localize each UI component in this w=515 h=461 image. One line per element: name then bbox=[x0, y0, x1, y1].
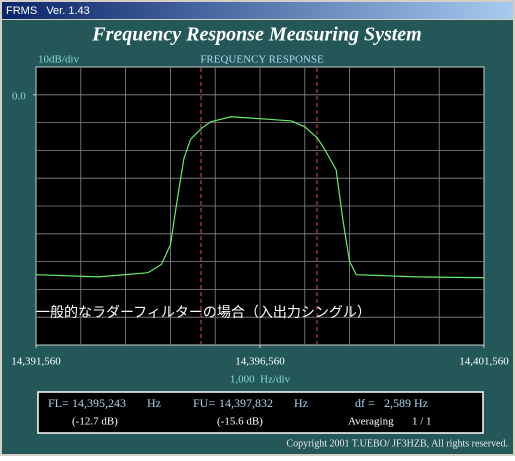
averaging-value: 1 / 1 bbox=[412, 416, 432, 428]
fu-prefix: FU= bbox=[193, 396, 215, 410]
y-scale-label: 10dB/div bbox=[38, 54, 79, 66]
fu-unit: Hz bbox=[294, 396, 308, 410]
x-tick-label: 14,401,560 bbox=[459, 356, 509, 368]
fl-level: (-12.7 dB) bbox=[72, 416, 118, 428]
averaging-label: Averaging bbox=[348, 416, 394, 428]
x-tick-label: 14,391,560 bbox=[11, 356, 61, 368]
fu-value: 14,397,832 bbox=[219, 396, 273, 410]
fl-value: 14,395,243 bbox=[72, 396, 126, 410]
copyright: Copyright 2001 T.UEBO/ JF3HZB, All right… bbox=[286, 438, 508, 449]
fl-unit: Hz bbox=[147, 396, 161, 410]
app-title: Frequency Response Measuring System bbox=[91, 24, 421, 46]
window-title: FRMS Ver. 1.43 bbox=[6, 5, 90, 17]
x-tick-label: 14,396,560 bbox=[235, 356, 285, 368]
chart-title: FREQUENCY RESPONSE bbox=[200, 54, 324, 66]
fu-level: (-15.6 dB) bbox=[217, 416, 263, 428]
response-line bbox=[35, 116, 485, 279]
y-tick-label: 0.0 bbox=[12, 90, 26, 102]
df-value: 2,589 bbox=[384, 396, 411, 410]
fl-prefix: FL= bbox=[48, 396, 69, 410]
x-scale-label: 1,000 Hz/div bbox=[230, 374, 291, 386]
readout-box bbox=[37, 391, 484, 434]
df-prefix: df = bbox=[355, 396, 375, 410]
title-bar[interactable] bbox=[2, 2, 513, 19]
annotation: 一般的なラダーフィルターの場合（入出力シングル） bbox=[36, 305, 371, 321]
df-unit: Hz bbox=[414, 396, 428, 410]
